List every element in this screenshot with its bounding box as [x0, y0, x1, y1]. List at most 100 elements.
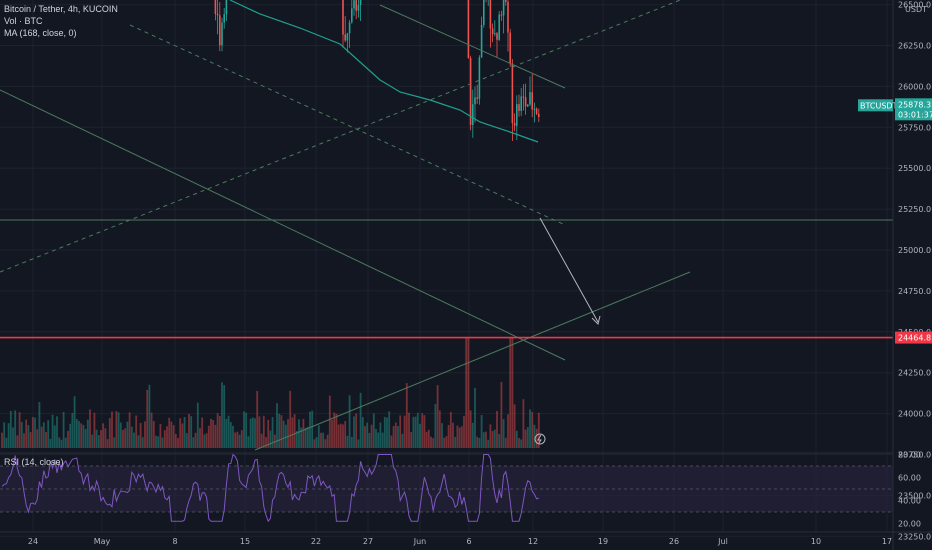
volume-bar — [146, 389, 149, 448]
volume-bar — [526, 427, 529, 448]
volume-bar — [18, 412, 21, 448]
volume-bar — [203, 434, 206, 448]
volume-bar — [269, 430, 272, 448]
volume-bar — [201, 417, 204, 448]
volume-bar — [509, 338, 512, 448]
grid — [0, 0, 893, 537]
candle-body — [221, 22, 223, 46]
rsi-legend[interactable]: RSI (14, close) — [4, 457, 64, 467]
candle-body — [520, 96, 522, 111]
volume-bar — [179, 418, 182, 448]
volume-bar — [487, 439, 490, 448]
candle-body — [535, 108, 538, 114]
volume-bar — [353, 416, 355, 448]
volume-bar — [333, 412, 336, 448]
time-tick: 24 — [28, 537, 38, 546]
volume-bar — [38, 401, 41, 448]
volume-bar — [273, 434, 276, 448]
volume-bar — [185, 433, 188, 448]
volume-bar — [258, 416, 261, 448]
symbol-title[interactable]: Bitcoin / Tether, 4h, KUCOIN — [4, 4, 118, 14]
volume-bar — [313, 439, 316, 448]
volume-bar — [408, 412, 410, 448]
volume-bar — [163, 430, 166, 448]
volume-bar — [524, 429, 527, 448]
volume-bar — [416, 412, 419, 448]
candle-body — [527, 104, 529, 107]
volume-bar — [346, 435, 349, 448]
volume-bar — [309, 411, 311, 448]
descending-channel-upper[interactable] — [379, 4, 566, 89]
volume-bar — [210, 418, 212, 448]
volume-bar — [161, 437, 164, 448]
volume-bar — [29, 432, 32, 448]
volume-bar — [361, 416, 364, 448]
volume-bar — [493, 429, 496, 448]
volume-bar — [240, 430, 243, 448]
volume-bar — [47, 420, 50, 448]
volume-bar — [491, 431, 494, 448]
volume-bar — [40, 426, 43, 448]
candle-body — [346, 33, 349, 41]
candle-body — [359, 0, 362, 5]
volume-bar — [137, 435, 140, 448]
volume-bar — [350, 436, 353, 448]
volume-bar — [537, 412, 540, 448]
candle-body — [474, 97, 476, 105]
volume-bar — [335, 413, 338, 448]
volume-bar — [289, 390, 292, 448]
volume-legend[interactable]: Vol · BTC — [4, 16, 43, 26]
volume-bar — [139, 422, 142, 448]
volume-bar — [498, 433, 501, 448]
volume-bar — [214, 424, 217, 448]
volume-bar — [267, 419, 270, 448]
volume-bar — [520, 439, 523, 448]
dashed-trend-upper[interactable] — [0, 0, 681, 273]
volume-bar — [73, 396, 76, 448]
projection-arrow[interactable] — [539, 217, 601, 325]
countdown-label: 03:01:37 — [898, 110, 932, 119]
volume-bar — [427, 429, 430, 448]
ascending-trendline[interactable] — [254, 271, 691, 451]
candle-body — [357, 4, 360, 11]
price-axis[interactable]: 28250.028000.027750.027500.027250.027000… — [898, 0, 931, 542]
volume-bar — [423, 415, 426, 448]
volume-bar — [302, 418, 305, 448]
volume-bar — [403, 415, 406, 448]
volume-bar — [67, 430, 69, 448]
candle-body — [502, 0, 505, 16]
volume-bar — [326, 434, 329, 448]
volume-bar — [168, 417, 171, 448]
volume-bar — [339, 423, 342, 448]
lightning-icon[interactable] — [534, 433, 546, 445]
volume-bar — [7, 423, 10, 448]
candle-body — [219, 15, 221, 46]
volume-bar — [454, 436, 457, 448]
candle-body — [509, 32, 511, 64]
volume-bar — [489, 424, 492, 448]
volume-bar — [82, 424, 85, 448]
ma-legend[interactable]: MA (168, close, 0) — [4, 28, 77, 38]
volume-bar — [480, 415, 483, 448]
time-tick: 27 — [363, 537, 373, 546]
volume-bar — [135, 415, 138, 448]
trend-drawings[interactable] — [0, 0, 893, 451]
rsi-tick: 20.00 — [898, 520, 921, 529]
volume-bar — [166, 426, 168, 448]
time-tick: 8 — [172, 537, 177, 546]
volume-bar — [16, 435, 19, 448]
volume-bar — [207, 425, 210, 448]
volume-bar — [49, 438, 52, 448]
rsi-axis[interactable]: 80.00 60.00 40.00 20.00 — [898, 451, 921, 529]
candle-body — [513, 123, 516, 126]
horizontal-levels[interactable] — [0, 0, 893, 339]
descending-channel-lower[interactable] — [0, 89, 566, 361]
volume-bar — [60, 439, 63, 448]
symbol-tag — [858, 99, 893, 112]
time-axis[interactable]: 24 May 8 15 22 27 Jun 6 12 19 26 Jul 10 17 — [28, 537, 892, 546]
volume-bar — [12, 427, 14, 448]
volume-bar — [256, 390, 259, 448]
volume-bar — [36, 429, 39, 448]
volume-bar — [97, 435, 100, 448]
